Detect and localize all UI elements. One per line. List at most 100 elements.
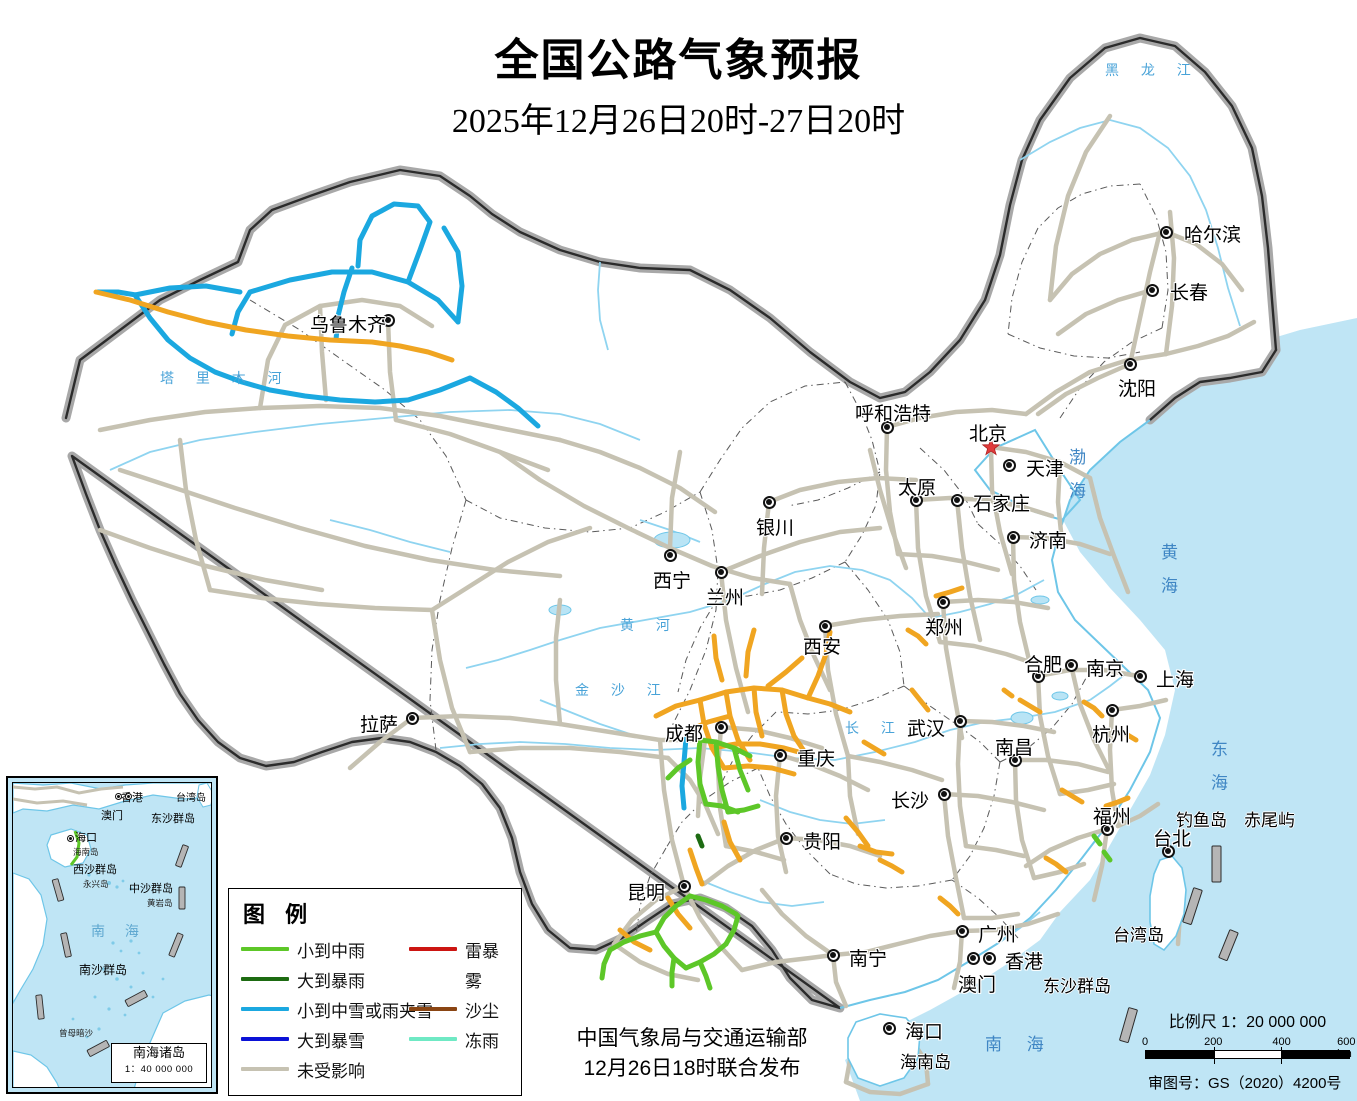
city-label: 福州 <box>1093 807 1132 828</box>
inset-city-dot-icon <box>115 793 122 800</box>
south-china-sea-inset: 香港 澳门 台湾岛 东沙群岛 海口 海南岛 西沙群岛 永兴岛 中沙群岛 黄岩岛 南沙群岛 曾母暗沙南 … <box>6 776 218 1094</box>
city-dot-icon <box>909 493 923 507</box>
city-dot-icon <box>937 787 951 801</box>
city-dot-icon <box>818 619 832 633</box>
city-dot-icon <box>953 714 967 728</box>
city-dot-icon <box>779 831 793 845</box>
legend-item: 雷暴 <box>409 934 521 964</box>
city-label: 哈尔滨 <box>1184 225 1242 246</box>
island-label: 东沙群岛 <box>1043 977 1111 996</box>
scale-tick: 0 <box>1141 1036 1149 1048</box>
city-dot-icon <box>381 313 395 327</box>
legend-item: 大到暴雪 <box>241 1024 409 1054</box>
weather-rain-heavy <box>695 833 705 849</box>
city-dot-icon <box>966 951 980 965</box>
legend-item-label: 大到暴雪 <box>297 1031 365 1051</box>
legend-item: 小到中雪或雨夹雪 <box>241 994 433 1024</box>
inset-city-dot-icon <box>67 835 74 842</box>
city-label: 武汉 <box>907 719 946 740</box>
legend-color-swatch <box>241 1066 289 1072</box>
legend-item: 雾 <box>409 964 521 994</box>
city-label: 太原 <box>898 478 937 499</box>
city-label: 银川 <box>756 518 795 539</box>
legend-color-swatch <box>241 1006 289 1012</box>
inset-place-label: 南沙群岛 <box>79 963 128 977</box>
city-dot-icon <box>762 495 776 509</box>
city-dot-icon <box>714 720 728 734</box>
city-label: 天津 <box>1026 459 1065 480</box>
city-dot-icon <box>1145 283 1159 297</box>
city-dot-icon <box>1002 458 1016 472</box>
legend-item-label: 大到暴雨 <box>297 971 365 991</box>
inset-place-label: 海南岛 <box>73 847 99 857</box>
inset-place-label: 中沙群岛 <box>129 883 173 895</box>
city-label: 合肥 <box>1024 655 1063 676</box>
legend-color-swatch <box>241 976 289 982</box>
inset-place-label: 曾母暗沙 <box>59 1028 94 1038</box>
city-dot-icon <box>1161 844 1175 858</box>
scale-tick: 400 <box>1272 1036 1291 1048</box>
legend-item-label: 沙尘 <box>465 1001 499 1021</box>
inset-scale-box: 南海诸岛 1：40 000 000 <box>111 1043 207 1083</box>
city-dot-icon <box>1133 669 1147 683</box>
city-dot-icon <box>1159 225 1173 239</box>
city-dot-icon <box>405 711 419 725</box>
city-dot-icon <box>880 420 894 434</box>
legend-column-right: 雷暴雾沙尘冻雨 <box>409 934 521 1084</box>
inset-scale-title: 南海诸岛 <box>132 1045 185 1060</box>
city-label: 郑州 <box>925 618 964 639</box>
city-dot-icon <box>955 924 969 938</box>
legend-item-label: 雾 <box>465 971 482 991</box>
island-label: 台湾岛 <box>1113 926 1164 945</box>
city-dot-icon <box>1031 669 1045 683</box>
taiwan-island <box>1149 855 1187 952</box>
city-label: 杭州 <box>1092 725 1131 746</box>
legend-box: 图 例 小到中雨 大到暴雨 小到中雪或雨夹雪 大到暴雪 未受影响 雷暴雾沙尘 冻雨 <box>228 888 522 1096</box>
city-label: 台北 <box>1153 829 1192 850</box>
city-label: 长沙 <box>891 791 930 812</box>
inset-place-label: 澳门 <box>101 810 123 822</box>
hainan-island <box>847 1013 921 1087</box>
legend-item: 冻雨 <box>409 1024 521 1054</box>
publisher-line-1: 中国气象局与交通运输部 <box>576 1027 808 1050</box>
scale-tick: 200 <box>1204 1036 1223 1048</box>
legend-item: 未受影响 <box>241 1054 409 1084</box>
city-dot-icon <box>882 1021 896 1035</box>
scale-bar-graphic <box>1145 1047 1350 1064</box>
city-label: 呼和浩特 <box>855 404 932 425</box>
legend-color-swatch <box>409 946 457 952</box>
inset-place-label: 黄岩岛 <box>147 898 173 908</box>
legend-item: 大到暴雨 <box>241 964 409 994</box>
city-dot-icon <box>1064 658 1078 672</box>
weather-fog <box>93 289 1139 953</box>
city-label: 贵阳 <box>803 832 842 853</box>
scale-title: 比例尺 1：20 000 000 <box>1168 1014 1327 1031</box>
city-dot-icon <box>1006 530 1020 544</box>
city-label: 香港 <box>1005 952 1044 973</box>
legend-item-label: 小到中雪或雨夹雪 <box>297 1001 433 1021</box>
city-label: 澳门 <box>958 975 997 996</box>
city-dot-icon <box>826 948 840 962</box>
legend-color-swatch <box>409 977 457 982</box>
inset-place-label: 海口 <box>75 832 97 844</box>
legend-color-swatch <box>409 1036 457 1042</box>
publisher-line-2: 12月26日18时联合发布 <box>583 1057 801 1081</box>
city-label: 北京 <box>969 424 1008 445</box>
city-dot-icon <box>677 879 691 893</box>
city-label: 沈阳 <box>1118 379 1157 400</box>
legend-color-swatch <box>409 1006 457 1012</box>
city-label: 海口 <box>905 1022 944 1043</box>
city-label: 上海 <box>1156 670 1195 691</box>
city-label: 西安 <box>803 637 842 658</box>
city-label: 昆明 <box>627 883 666 904</box>
city-label: 兰州 <box>706 588 745 609</box>
city-dot-icon <box>714 565 728 579</box>
legend-color-swatch <box>241 946 289 952</box>
city-label: 成都 <box>665 724 704 745</box>
map-approval-number: 审图号：GS（2020）4200号 <box>1148 1075 1342 1092</box>
publisher-note: 中国气象局与交通运输部 12月26日18时联合发布 <box>532 1024 852 1085</box>
city-dot-icon <box>1100 822 1114 836</box>
